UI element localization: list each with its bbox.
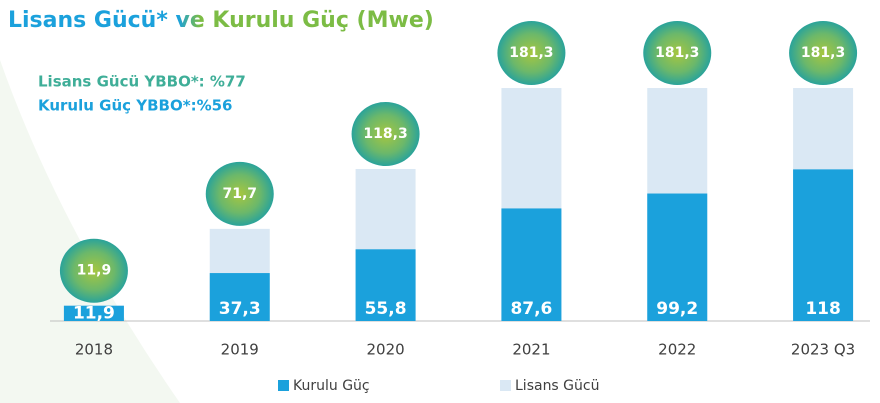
bar (647, 193, 708, 321)
legend-label: Lisans Gücü (515, 378, 599, 394)
bubble (205, 161, 274, 226)
annotation: Kurulu Güç YBBO*:%56 (38, 97, 233, 115)
data-label: 11,9 (77, 263, 112, 279)
data-label: 71,7 (222, 186, 257, 202)
annotation: Lisans Gücü YBBO*: %77 (38, 73, 246, 91)
bar (793, 169, 854, 321)
legend-swatch (278, 380, 289, 391)
legend-swatch (500, 380, 511, 391)
data-label: 99,2 (656, 299, 698, 319)
data-label: 11,9 (73, 303, 115, 323)
data-label: 181,3 (801, 45, 845, 61)
x-tick-label: 2019 (221, 341, 259, 359)
data-label: 118 (805, 299, 841, 319)
legend-label: Kurulu Güç (293, 378, 370, 394)
bar (501, 208, 562, 321)
bar (63, 305, 124, 321)
bubble (59, 238, 128, 303)
bar (355, 249, 416, 321)
x-tick-label: 2021 (512, 341, 550, 359)
data-label: 37,3 (219, 299, 261, 319)
x-tick-label: 2020 (366, 341, 404, 359)
chart-title: Lisans Gücü* ve Kurulu Güç (Mwe) (8, 8, 434, 33)
bubble (789, 21, 858, 86)
x-tick-label: 2023 Q3 (791, 341, 855, 359)
x-tick-label: 2018 (75, 341, 113, 359)
bar (209, 273, 270, 321)
data-label: 181,3 (509, 45, 553, 61)
bubble (497, 21, 566, 86)
data-label: 181,3 (655, 45, 699, 61)
data-label: 55,8 (365, 299, 407, 319)
background-shape (0, 60, 180, 403)
x-tick-label: 2022 (658, 341, 696, 359)
bubble (351, 101, 420, 166)
bubble (643, 21, 712, 86)
data-label: 87,6 (510, 299, 552, 319)
data-label: 118,3 (363, 126, 407, 142)
